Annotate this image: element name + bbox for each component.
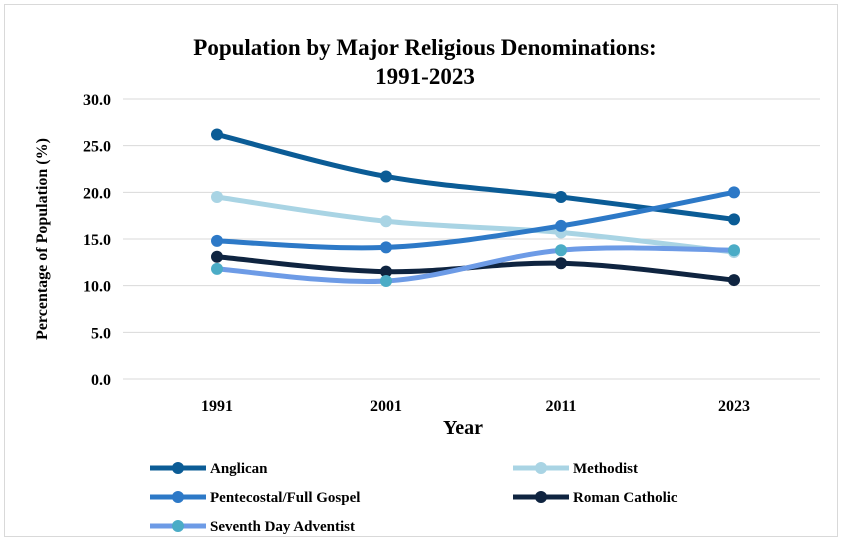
data-point <box>555 191 567 203</box>
legend-label: Anglican <box>210 461 268 477</box>
data-point <box>211 191 223 203</box>
y-tick-label: 25.0 <box>83 139 111 156</box>
data-point <box>555 219 567 232</box>
data-point <box>555 244 567 257</box>
y-axis-title: Percentage of Population (%) <box>34 138 51 340</box>
y-tick-label: 5.0 <box>91 325 111 342</box>
legend-marker <box>535 491 547 503</box>
data-point <box>555 257 567 270</box>
data-point <box>380 275 392 287</box>
legend-marker <box>535 462 547 474</box>
legend-item: Seventh Day Adventist <box>150 519 355 535</box>
x-axis-title: Year <box>443 417 483 439</box>
series-line <box>214 189 737 251</box>
series-pentecostal-full-gospel <box>211 186 740 254</box>
legend-label: Seventh Day Adventist <box>210 519 355 535</box>
series-seventh-day-adventist <box>211 244 740 287</box>
y-tick-label: 15.0 <box>83 232 111 249</box>
legend-label: Methodist <box>573 461 638 477</box>
y-tick-labels: 0.0 5.0 10.0 15.0 20.0 25.0 30.0 <box>83 92 111 389</box>
data-point <box>728 274 740 287</box>
data-point <box>380 265 392 278</box>
grid-lines <box>123 98 820 380</box>
x-tick-label: 2001 <box>370 398 402 415</box>
legend-item: Roman Catholic <box>513 490 678 506</box>
data-point <box>211 250 223 263</box>
legend-marker <box>172 462 184 474</box>
data-point <box>728 213 740 226</box>
data-point <box>728 186 740 199</box>
data-point <box>380 241 392 254</box>
data-point <box>380 170 392 183</box>
legend-item: Anglican <box>150 461 268 477</box>
y-tick-label: 10.0 <box>83 279 111 296</box>
legend: Anglican Methodist Pentecostal/Full Gospel… <box>150 461 678 535</box>
legend-label: Roman Catholic <box>573 490 678 506</box>
y-tick-label: 30.0 <box>83 92 111 109</box>
x-tick-label: 1991 <box>201 398 233 415</box>
series-line <box>214 245 737 284</box>
legend-marker <box>172 520 184 532</box>
data-point <box>211 234 223 247</box>
x-tick-label: 2023 <box>718 398 750 415</box>
data-point <box>211 262 223 275</box>
chart-title: Population by Major Religious Denominati… <box>193 35 656 60</box>
x-tick-labels: 1991 2001 2011 2023 <box>201 398 750 415</box>
y-tick-label: 20.0 <box>83 185 111 202</box>
x-tick-label: 2011 <box>545 398 576 415</box>
legend-marker <box>172 491 184 503</box>
data-point <box>211 128 223 141</box>
legend-item: Methodist <box>513 461 638 477</box>
legend-item: Pentecostal/Full Gospel <box>150 490 360 506</box>
data-point <box>728 244 740 257</box>
legend-label: Pentecostal/Full Gospel <box>210 490 360 506</box>
chart-title-line2: 1991-2023 <box>375 64 475 89</box>
y-tick-label: 0.0 <box>91 372 111 389</box>
series-line <box>214 194 737 255</box>
data-point <box>380 215 392 228</box>
series-lines <box>211 128 740 287</box>
